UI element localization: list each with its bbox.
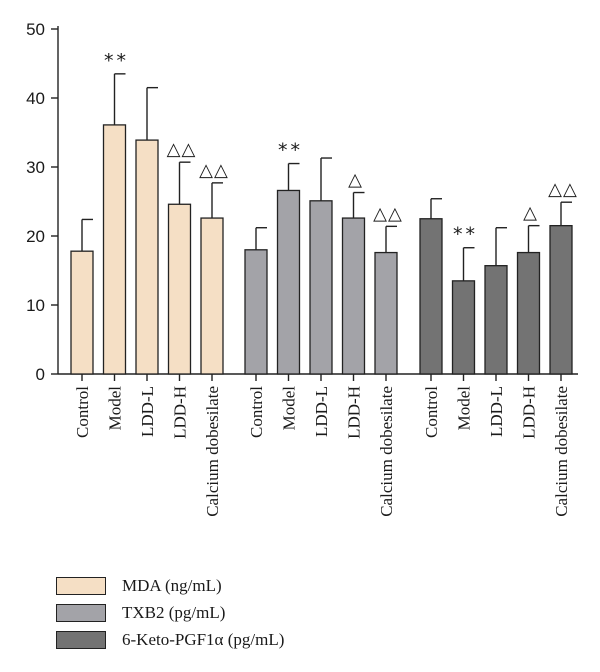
- x-tick-label: Model: [280, 386, 299, 431]
- legend-item: 6-Keto-PGF1α (pg/mL): [56, 626, 284, 653]
- x-tick-label: Control: [422, 386, 441, 438]
- legend-label: TXB2 (pg/mL): [122, 602, 226, 622]
- x-tick-label: Model: [106, 386, 125, 431]
- chart-x-labels: Control Model LDD-L LDD-H Calcium dobesilate…: [73, 386, 571, 517]
- x-tick-label: LDD-L: [312, 386, 331, 437]
- bar: [341, 217, 366, 375]
- x-tick-label: LDD-H: [345, 386, 364, 439]
- x-tick-label: LDD-L: [487, 386, 506, 437]
- y-tick-label: 40: [26, 89, 45, 108]
- significance-mark: △△: [373, 203, 403, 224]
- x-tick-label: Control: [73, 386, 92, 438]
- bar: [244, 249, 268, 375]
- x-tick-label: LDD-H: [171, 386, 190, 439]
- chart-legend: MDA (ng/mL) TXB2 (pg/mL) 6-Keto-PGF1α (pg/…: [56, 572, 284, 653]
- significance-mark: △: [348, 170, 363, 191]
- bar: [102, 124, 127, 375]
- y-tick-label: 20: [26, 227, 45, 246]
- significance-mark: **: [453, 224, 478, 246]
- x-tick-label: Calcium dobesilate: [377, 386, 396, 517]
- bar: [549, 224, 573, 375]
- bar: [309, 200, 333, 375]
- y-tick-label: 50: [26, 20, 45, 39]
- x-tick-label: LDD-L: [138, 386, 157, 437]
- chart-bars: **△△△△**△△△**△△△: [70, 50, 578, 375]
- bar: [70, 250, 94, 375]
- y-tick-label: 30: [26, 158, 45, 177]
- legend-label: MDA (ng/mL): [122, 575, 222, 595]
- x-tick-label: LDD-H: [520, 386, 539, 439]
- legend-label: 6-Keto-PGF1α (pg/mL): [122, 629, 285, 649]
- y-tick-label: 10: [26, 296, 45, 315]
- legend-item: TXB2 (pg/mL): [56, 599, 284, 626]
- bar: [419, 218, 443, 375]
- legend-swatch: [56, 603, 106, 622]
- bar: [451, 280, 476, 375]
- bar: [135, 139, 159, 375]
- significance-mark: △△: [167, 139, 197, 160]
- x-tick-label: Calcium dobesilate: [203, 386, 222, 517]
- bar: [374, 251, 398, 375]
- bar: [276, 189, 301, 375]
- bar: [200, 217, 224, 375]
- y-tick-label: 0: [36, 365, 45, 384]
- significance-mark: △△: [548, 179, 578, 200]
- bar: [516, 251, 541, 375]
- legend-item: MDA (ng/mL): [56, 572, 284, 599]
- legend-swatch: [56, 630, 106, 649]
- bar: [484, 265, 508, 375]
- significance-mark: △: [523, 203, 538, 224]
- significance-mark: **: [278, 140, 303, 162]
- x-tick-label: Calcium dobesilate: [552, 386, 571, 517]
- significance-mark: **: [104, 50, 129, 72]
- x-tick-label: Control: [247, 386, 266, 438]
- significance-mark: △△: [199, 160, 229, 181]
- x-tick-label: Model: [455, 386, 474, 431]
- bar: [167, 203, 192, 375]
- legend-swatch: [56, 576, 106, 595]
